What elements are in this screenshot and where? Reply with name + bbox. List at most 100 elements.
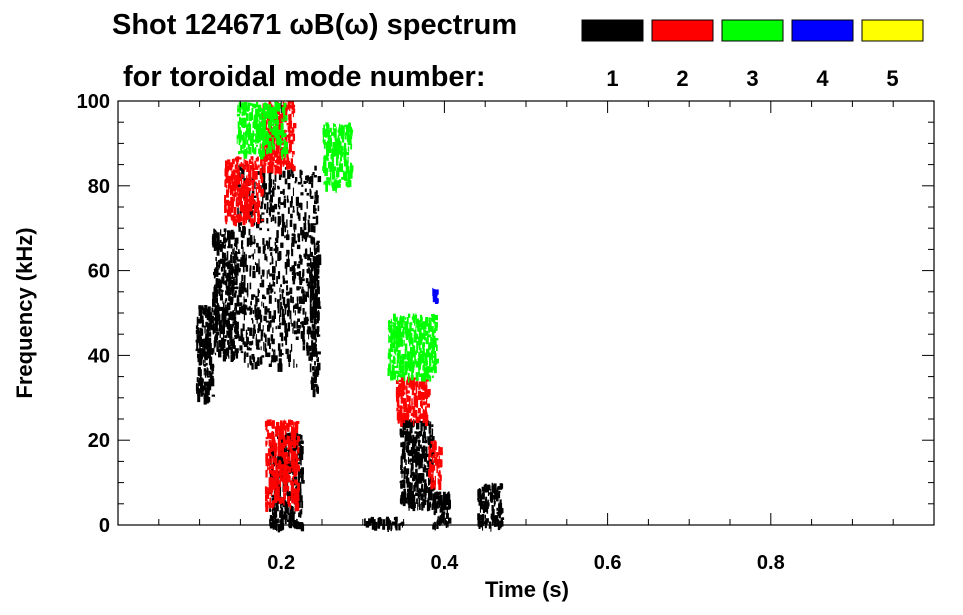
spectrum-mark	[314, 361, 316, 366]
spectrum-mark	[426, 374, 431, 378]
spectrum-mark	[308, 268, 310, 274]
spectrum-mark	[400, 397, 404, 404]
spectrum-mark	[491, 506, 494, 510]
spectrum-mark	[496, 507, 499, 511]
spectrum-mark	[241, 170, 245, 176]
spectrum-mark	[344, 149, 347, 153]
spectrum-mark	[282, 473, 286, 483]
spectrum-mark	[416, 479, 419, 484]
spectrum-mark	[399, 366, 403, 374]
spectrum-mark	[272, 185, 275, 193]
spectrum-mark	[314, 280, 317, 289]
spectrum-mark	[277, 363, 280, 372]
spectrum-mark	[314, 383, 317, 387]
spectrum-mark	[316, 292, 318, 296]
spectrum-mark	[285, 328, 289, 338]
spectrum-mark	[338, 149, 342, 155]
spectrum-mark	[269, 262, 272, 265]
spectrum-mark	[413, 441, 417, 447]
spectrum-mark	[197, 353, 200, 358]
spectrum-mark	[391, 359, 393, 364]
spectrum-mark	[224, 204, 227, 213]
spectrum-mark	[368, 518, 372, 525]
spectrum-mark	[332, 159, 334, 162]
spectrum-mark	[306, 180, 308, 183]
spectrum-mark	[240, 198, 242, 206]
spectrum-mark	[431, 336, 433, 340]
spectrum-mark	[215, 304, 216, 311]
spectrum-mark	[263, 203, 267, 210]
spectrum-mark	[268, 295, 272, 304]
spectrum-mark	[295, 524, 299, 529]
spectrum-mark	[243, 143, 245, 149]
spectrum-mark	[249, 265, 252, 271]
spectrum-mark	[235, 290, 237, 294]
spectrum-mark	[433, 294, 437, 301]
spectrum-mark	[331, 180, 333, 187]
spectrum-mark	[254, 146, 257, 152]
spectrum-mark	[281, 318, 286, 326]
spectrum-mark	[478, 488, 481, 496]
spectrum-mark	[422, 347, 425, 357]
spectrum-mark	[317, 369, 320, 375]
spectrum-mark	[410, 462, 414, 471]
spectrum-mark	[271, 494, 274, 498]
spectrum-mark	[339, 141, 342, 149]
spectrum-mark	[429, 329, 432, 332]
spectrum-mark	[232, 255, 236, 264]
spectrum-mark	[438, 475, 441, 478]
spectrum-mark	[267, 308, 270, 311]
spectrum-region-mode-1	[309, 236, 322, 398]
spectrum-mark	[242, 341, 246, 345]
spectrum-mark	[211, 378, 215, 387]
spectrum-mark	[337, 140, 341, 143]
spectrum-mark	[265, 240, 269, 246]
spectrum-mark	[270, 446, 273, 452]
spectrum-mark	[305, 175, 307, 180]
spectrum-mark	[247, 327, 250, 331]
spectrum-mark	[222, 276, 225, 282]
spectrum-mark	[246, 352, 249, 357]
spectrum-mark	[419, 444, 422, 449]
spectrum-mark	[224, 230, 226, 235]
spectrum-mark	[448, 517, 452, 524]
spectrum-mark	[277, 442, 281, 446]
spectrum-mark	[236, 186, 239, 192]
spectrum-mark	[267, 228, 270, 232]
spectrum-mark	[429, 501, 432, 508]
spectrum-mark	[262, 193, 265, 198]
spectrum-mark	[331, 182, 335, 189]
spectrum-mark	[308, 327, 312, 335]
spectrum-mark	[425, 330, 429, 336]
spectrum-mark	[479, 514, 483, 521]
spectrum-mark	[417, 439, 421, 447]
spectrum-mark	[478, 518, 481, 528]
spectrum-mark	[246, 216, 251, 218]
spectrum-mark	[347, 183, 349, 187]
spectrum-mark	[322, 134, 324, 143]
spectrum-mark	[433, 480, 436, 486]
spectrum-mark	[235, 349, 238, 356]
spectrum-mark	[402, 370, 405, 378]
spectrum-mark	[298, 471, 300, 475]
spectrum-mark	[277, 453, 281, 457]
spectrum-mark	[253, 168, 256, 170]
spectrum-mark	[402, 491, 407, 499]
spectrum-mark	[242, 323, 245, 332]
spectrum-mark	[311, 355, 313, 362]
spectrum-mark	[398, 327, 400, 335]
spectrum-mark	[281, 116, 285, 120]
spectrum-mark	[310, 195, 314, 199]
spectrum-mark	[291, 450, 295, 453]
spectrum-mark	[317, 286, 320, 295]
spectrum-mark	[482, 508, 486, 514]
spectrum-mark	[344, 132, 348, 136]
spectrum-mark	[246, 163, 250, 172]
spectrum-mark	[400, 390, 403, 399]
spectrum-mark	[406, 330, 410, 333]
spectrum-mark	[245, 254, 247, 261]
spectrum-mark	[495, 515, 499, 523]
spectrum-mark	[195, 339, 198, 343]
spectrum-mark	[303, 326, 305, 335]
